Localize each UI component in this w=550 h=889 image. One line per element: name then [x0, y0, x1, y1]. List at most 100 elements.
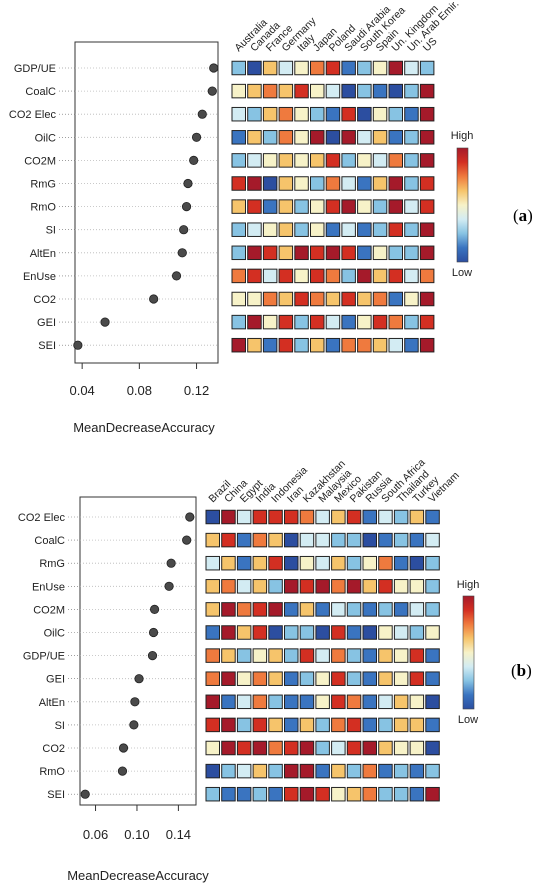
- heatmap-cell: [325, 222, 341, 237]
- variable-label: CO2M: [33, 604, 65, 616]
- heatmap-cell: [393, 763, 409, 779]
- heatmap-cell: [331, 717, 346, 733]
- heatmap-cell: [331, 671, 346, 686]
- heatmap-cell: [221, 786, 236, 802]
- heatmap-cell: [252, 532, 268, 548]
- heatmap-cell: [252, 579, 268, 594]
- heatmap-cell: [331, 763, 346, 779]
- plot-frame: [79, 496, 197, 806]
- variable-label: AltEn: [39, 697, 65, 709]
- heatmap-cell: [362, 671, 377, 686]
- data-point: [149, 604, 160, 615]
- heatmap-cell: [341, 60, 356, 76]
- heatmap-cell: [294, 291, 309, 307]
- heatmap-cell: [409, 625, 425, 640]
- heatmap-cell: [205, 555, 220, 571]
- heatmap-cell: [262, 337, 278, 353]
- panel-label-a: (a): [513, 206, 533, 225]
- heatmap-cell: [341, 245, 356, 261]
- heatmap-cell: [362, 763, 377, 779]
- heatmap-cell: [409, 509, 425, 525]
- heatmap-cell: [236, 786, 252, 802]
- heatmap-cell: [299, 509, 315, 525]
- heatmap-cell: [278, 268, 294, 284]
- heatmap-cell: [205, 532, 220, 548]
- heatmap-cell: [409, 717, 425, 733]
- heatmap-cell: [294, 153, 309, 168]
- heatmap-cell: [284, 740, 299, 756]
- heatmap-cell: [362, 648, 377, 663]
- heatmap-cell: [346, 602, 362, 617]
- heatmap-cell: [404, 337, 419, 353]
- heatmap-cell: [205, 671, 220, 686]
- heatmap-cell: [294, 245, 309, 261]
- heatmap-cell: [278, 153, 294, 168]
- data-point: [100, 317, 110, 327]
- heatmap-cell: [299, 740, 315, 756]
- heatmap-cell: [278, 199, 294, 214]
- heatmap-cell: [331, 509, 346, 525]
- heatmap-cell: [404, 291, 419, 307]
- heatmap-cell: [247, 291, 262, 307]
- data-point: [164, 581, 174, 591]
- variable-label: CO2: [33, 294, 56, 306]
- variable-label: CO2 Elec: [9, 109, 57, 121]
- heatmap-cell: [205, 602, 220, 617]
- heatmap-cell: [205, 509, 220, 525]
- heatmap-cell: [262, 245, 278, 261]
- heatmap-cell: [236, 579, 252, 594]
- heatmap-cell: [315, 555, 330, 571]
- variable-label: SEI: [47, 789, 65, 801]
- heatmap-cell: [252, 740, 268, 756]
- heatmap-cell: [419, 130, 435, 145]
- heatmap-cell: [310, 106, 325, 122]
- heatmap-cell: [404, 176, 419, 191]
- color-legend-bar: [462, 595, 475, 710]
- heatmap-cell: [236, 625, 252, 640]
- data-point: [130, 697, 140, 707]
- heatmap-cell: [284, 509, 299, 525]
- heatmap-cell: [278, 60, 294, 76]
- heatmap-cell: [393, 509, 409, 525]
- heatmap-cell: [284, 671, 299, 686]
- heatmap-cell: [252, 602, 268, 617]
- heatmap-cell: [357, 176, 372, 191]
- variable-label: RmO: [39, 766, 65, 778]
- heatmap-cell: [231, 199, 246, 214]
- heatmap-cell: [262, 291, 278, 307]
- heatmap-cell: [357, 130, 372, 145]
- heatmap-cell: [231, 245, 246, 261]
- heatmap-cell: [221, 602, 236, 617]
- heatmap-cell: [378, 579, 393, 594]
- heatmap-cell: [341, 337, 356, 353]
- heatmap-cell: [294, 337, 309, 353]
- heatmap-cell: [362, 532, 377, 548]
- heatmap-cell: [388, 268, 403, 284]
- heatmap-cell: [362, 740, 377, 756]
- heatmap-cell: [278, 314, 294, 330]
- variable-label: SEI: [38, 340, 56, 352]
- heatmap-cell: [372, 83, 388, 99]
- data-point: [197, 109, 207, 119]
- heatmap-cell: [247, 268, 262, 284]
- heatmap-cell: [325, 268, 341, 284]
- heatmap-cell: [346, 579, 362, 594]
- heatmap-cell: [331, 740, 346, 756]
- heatmap-cell: [205, 648, 220, 663]
- heatmap-cell: [409, 602, 425, 617]
- variable-label: OilC: [35, 132, 56, 144]
- heatmap-cell: [325, 106, 341, 122]
- data-point: [80, 789, 90, 799]
- heatmap-cell: [231, 222, 246, 237]
- heatmap-cell: [284, 555, 299, 571]
- data-point: [185, 512, 195, 522]
- heatmap-cell: [236, 763, 252, 779]
- heatmap-cell: [419, 268, 435, 284]
- heatmap-cell: [372, 176, 388, 191]
- x-tick-label: 0.10: [124, 827, 149, 842]
- heatmap-cell: [221, 509, 236, 525]
- heatmap-cell: [388, 176, 403, 191]
- heatmap-cell: [284, 625, 299, 640]
- heatmap-cell: [404, 83, 419, 99]
- heatmap-cell: [252, 555, 268, 571]
